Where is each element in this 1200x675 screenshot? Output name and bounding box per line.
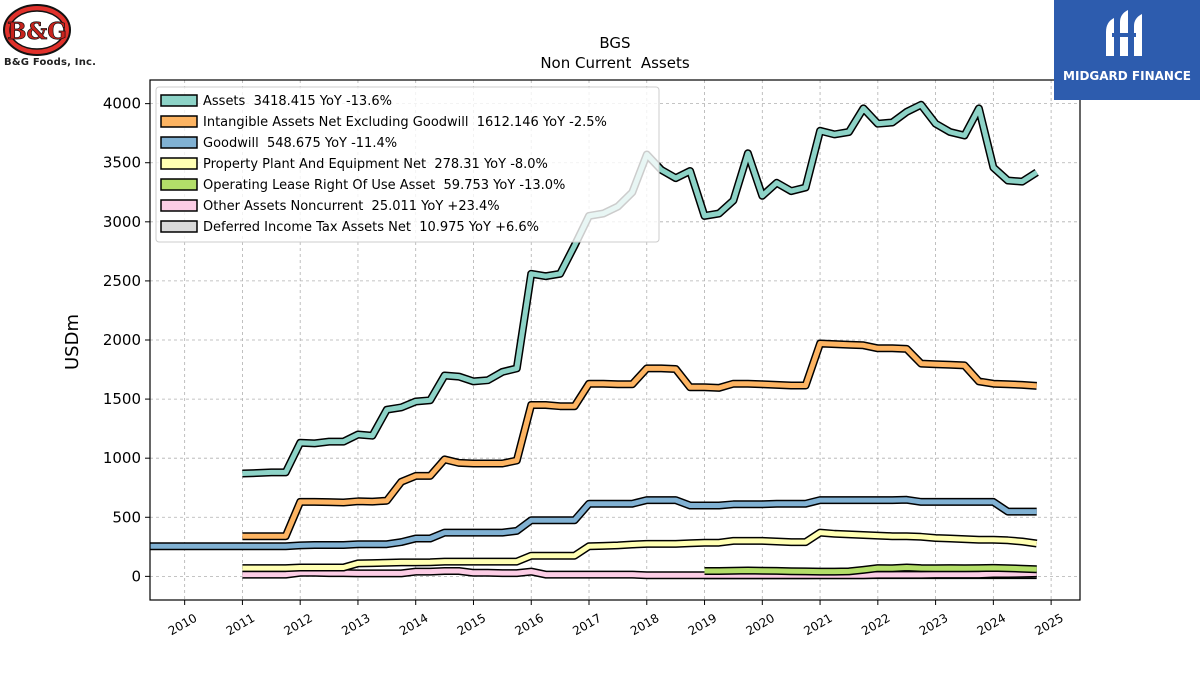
series-line [242, 530, 1038, 571]
y-tick-label: 3000 [103, 213, 141, 231]
legend-label: Assets 3418.415 YoY -13.6% [203, 94, 392, 109]
bg-foods-caption: B&G Foods, Inc. [4, 57, 97, 68]
x-tick-label: 2025 [1032, 611, 1065, 638]
y-tick-label: 2500 [103, 272, 141, 290]
x-tick-label: 2020 [744, 611, 777, 638]
legend-label: Operating Lease Right Of Use Asset 59.75… [203, 178, 565, 193]
series-layer [150, 100, 1039, 580]
x-tick-label: 2019 [686, 611, 719, 638]
legend-label: Deferred Income Tax Assets Net 10.975 Yo… [203, 220, 539, 235]
y-tick-label: 3500 [103, 154, 141, 172]
x-tick-label: 2021 [801, 611, 834, 638]
legend-label: Property Plant And Equipment Net 278.31 … [203, 157, 548, 172]
legend-swatch [160, 220, 198, 233]
x-tick-label: 2024 [975, 611, 1008, 638]
legend-swatch [160, 94, 198, 107]
y-tick-label: 500 [112, 508, 141, 526]
y-tick-label: 1000 [103, 449, 141, 467]
bg-logo-icon: B&G [3, 4, 71, 56]
x-tick-label: 2022 [859, 611, 892, 638]
series-line [242, 341, 1037, 539]
legend-swatch [160, 157, 198, 170]
x-tick-label: 2016 [513, 611, 546, 638]
midgard-finance-caption: MIDGARD FINANCE [1063, 69, 1191, 83]
x-tick-label: 2023 [917, 611, 950, 638]
x-tick-label: 2014 [397, 611, 430, 638]
x-tick-label: 2013 [339, 611, 372, 638]
x-tick-label: 2018 [628, 611, 661, 638]
y-axis-label: USDm [62, 314, 83, 370]
series-line [150, 497, 1037, 549]
legend-label: Goodwill 548.675 YoY -11.4% [203, 136, 397, 151]
x-tick-label: 2012 [281, 611, 314, 638]
legend-swatch [160, 178, 198, 191]
bg-foods-logo: B&G B&G Foods, Inc. [2, 2, 152, 82]
legend-label: Other Assets Noncurrent 25.011 YoY +23.4… [203, 199, 500, 214]
chart-subtitle: Non Current Assets [540, 54, 690, 72]
x-tick-label: 2011 [224, 611, 257, 638]
midgard-logo-icon [1106, 10, 1142, 56]
x-tick-label: 2017 [570, 611, 603, 638]
series-line [704, 565, 1037, 575]
legend-box [155, 86, 660, 243]
legend-swatch [160, 199, 198, 212]
svg-text:B&G: B&G [7, 18, 67, 45]
legend-swatch [160, 115, 198, 128]
legend-label: Intangible Assets Net Excluding Goodwill… [203, 115, 607, 130]
x-tick-label: 2010 [166, 611, 199, 638]
y-tick-label: 4000 [103, 95, 141, 113]
y-tick-label: 0 [131, 567, 141, 585]
y-tick-label: 1500 [103, 390, 141, 408]
series-outline [242, 339, 1037, 541]
y-tick-label: 2000 [103, 331, 141, 349]
midgard-finance-logo: MIDGARD FINANCE [1054, 0, 1200, 100]
legend-swatch [160, 136, 198, 149]
x-tick-label: 2015 [455, 611, 488, 638]
series-line [242, 568, 1037, 578]
chart-title: BGS [599, 34, 630, 52]
legend: Assets 3418.415 YoY -13.6% Intangible Ass… [155, 86, 660, 243]
